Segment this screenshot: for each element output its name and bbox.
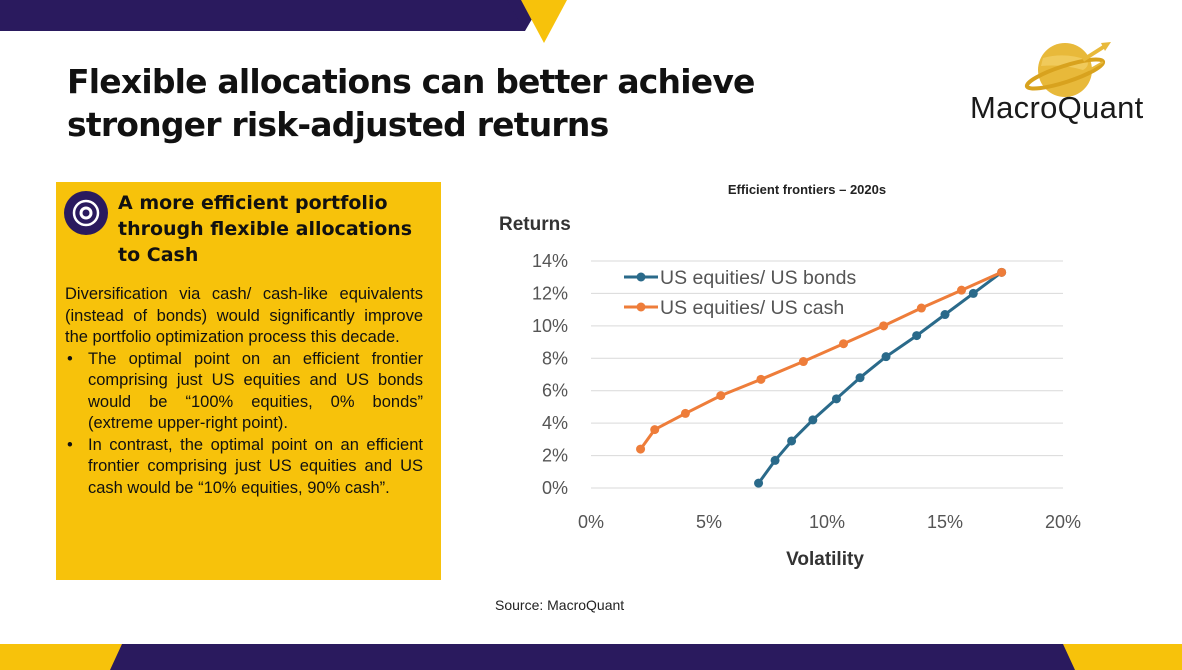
source-note: Source: MacroQuant: [495, 597, 625, 613]
x-tick-label: 5%: [696, 512, 722, 532]
y-axis-label: Returns: [499, 214, 571, 235]
data-point: [798, 357, 808, 367]
data-point: [650, 425, 660, 435]
data-point: [808, 415, 818, 425]
y-tick-label: 2%: [542, 446, 568, 466]
data-point: [636, 444, 646, 454]
legend-label: US equities/ US cash: [660, 297, 844, 319]
top-accent-triangle: [521, 0, 567, 43]
x-tick-label: 10%: [809, 512, 845, 532]
bullet-list: The optimal point on an efficient fronti…: [65, 349, 423, 500]
bullet-item: The optimal point on an efficient fronti…: [65, 349, 423, 435]
data-point: [770, 455, 780, 465]
y-tick-label: 0%: [542, 478, 568, 498]
legend-marker: [636, 272, 646, 282]
legend-label: US equities/ US bonds: [660, 267, 856, 289]
y-tick-label: 10%: [532, 316, 568, 336]
data-point: [957, 285, 967, 295]
bullet-item: In contrast, the optimal point on an eff…: [65, 435, 423, 500]
data-point: [787, 436, 797, 446]
y-tick-label: 6%: [542, 381, 568, 401]
data-point: [968, 288, 978, 298]
logo-wordmark: MacroQuant: [970, 90, 1144, 125]
data-point: [912, 331, 922, 341]
data-point: [754, 478, 764, 488]
slide-title: Flexible allocations can better achieve …: [67, 62, 755, 144]
x-tick-label: 20%: [1045, 512, 1081, 532]
y-tick-label: 14%: [532, 251, 568, 271]
y-tick-label: 12%: [532, 283, 568, 303]
panel-body: Diversification via cash/ cash-like equi…: [65, 284, 423, 499]
x-tick-label: 0%: [578, 512, 604, 532]
x-axis-label: Volatility: [786, 549, 864, 570]
data-point: [756, 374, 766, 384]
info-panel: A more efficient portfolio through flexi…: [56, 182, 441, 580]
legend-marker: [636, 302, 646, 312]
top-banner-bar: [0, 0, 525, 31]
macroquant-logo: MacroQuant: [965, 40, 1165, 130]
data-point: [916, 303, 926, 313]
data-point: [940, 310, 950, 320]
data-point: [855, 373, 865, 383]
data-point: [879, 321, 889, 331]
chart-title: Efficient frontiers – 2020s: [728, 182, 886, 197]
data-point: [831, 394, 841, 404]
data-point: [839, 339, 849, 349]
data-point: [997, 267, 1007, 277]
bottom-banner-navy: [110, 644, 1075, 670]
panel-heading: A more efficient portfolio through flexi…: [118, 192, 413, 266]
planet-rocket-icon: [1024, 42, 1111, 97]
panel-intro: Diversification via cash/ cash-like equi…: [65, 285, 423, 346]
x-tick-label: 15%: [927, 512, 963, 532]
data-point: [680, 408, 690, 418]
target-icon: [64, 191, 108, 235]
data-point: [881, 352, 891, 362]
data-point: [716, 391, 726, 401]
efficient-frontier-chart: Efficient frontiers – 2020s Returns Vola…: [499, 182, 1081, 570]
y-tick-label: 8%: [542, 348, 568, 368]
y-tick-label: 4%: [542, 413, 568, 433]
